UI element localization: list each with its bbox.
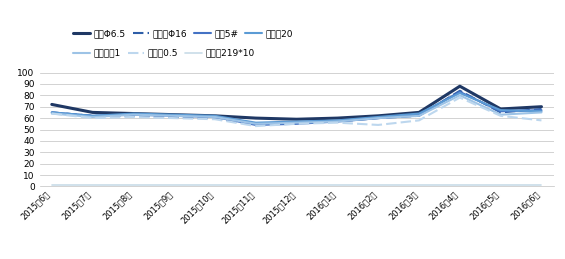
Line: 高线Φ6.5: 高线Φ6.5 <box>52 86 541 119</box>
高线Φ6.5 <box>293 118 300 121</box>
高线Φ6.5 <box>212 114 219 117</box>
螺纹钢Φ16 <box>89 114 96 117</box>
高线Φ6.5 <box>334 117 341 120</box>
镀锌板0.5 <box>334 121 341 124</box>
高线Φ6.5 <box>89 111 96 114</box>
热轧卷板1 <box>457 94 463 97</box>
螺纹钢Φ16 <box>212 117 219 120</box>
镀锌板0.5 <box>89 117 96 120</box>
无缝管219*10 <box>49 184 55 187</box>
角钢5# <box>497 110 504 113</box>
无缝管219*10 <box>130 184 137 187</box>
高线Φ6.5 <box>457 85 463 88</box>
无缝管219*10 <box>171 184 177 187</box>
热轧卷板1 <box>130 113 137 116</box>
热轧卷板1 <box>293 121 300 124</box>
无缝管219*10 <box>457 184 463 187</box>
无缝管219*10 <box>497 184 504 187</box>
无缝管219*10 <box>293 184 300 187</box>
高线Φ6.5 <box>171 113 177 116</box>
中厚板20 <box>89 114 96 117</box>
高线Φ6.5 <box>130 112 137 115</box>
Line: 螺纹钢Φ16: 螺纹钢Φ16 <box>52 91 541 125</box>
螺纹钢Φ16 <box>49 111 55 114</box>
镀锌板0.5 <box>130 116 137 119</box>
中厚板20 <box>293 120 300 123</box>
螺纹钢Φ16 <box>457 89 463 92</box>
高线Φ6.5 <box>253 117 259 120</box>
中厚板20 <box>212 114 219 117</box>
无缝管219*10 <box>89 184 96 187</box>
镀锌板0.5 <box>538 119 545 122</box>
中厚板20 <box>416 112 423 115</box>
Line: 角钢5#: 角钢5# <box>52 92 541 125</box>
角钢5# <box>334 120 341 123</box>
螺纹钢Φ16 <box>253 123 259 126</box>
中厚板20 <box>49 111 55 114</box>
高线Φ6.5 <box>49 103 55 106</box>
中厚板20 <box>130 112 137 115</box>
高线Φ6.5 <box>375 114 381 117</box>
镀锌板0.5 <box>49 112 55 115</box>
中厚板20 <box>334 119 341 122</box>
热轧卷板1 <box>538 111 545 114</box>
中厚板20 <box>375 116 381 119</box>
Line: 镀锌板0.5: 镀锌板0.5 <box>52 98 541 126</box>
镀锌板0.5 <box>171 117 177 120</box>
无缝管219*10 <box>538 184 545 187</box>
螺纹钢Φ16 <box>538 107 545 111</box>
角钢5# <box>130 113 137 116</box>
热轧卷板1 <box>89 116 96 119</box>
镀锌板0.5 <box>457 96 463 99</box>
热轧卷板1 <box>49 112 55 115</box>
无缝管219*10 <box>334 184 341 187</box>
无缝管219*10 <box>416 184 423 187</box>
螺纹钢Φ16 <box>497 111 504 114</box>
热轧卷板1 <box>497 113 504 116</box>
螺纹钢Φ16 <box>375 117 381 120</box>
中厚板20 <box>457 91 463 95</box>
高线Φ6.5 <box>416 111 423 114</box>
无缝管219*10 <box>253 184 259 187</box>
热轧卷板1 <box>253 122 259 125</box>
高线Φ6.5 <box>497 107 504 111</box>
角钢5# <box>457 90 463 93</box>
角钢5# <box>212 116 219 119</box>
热轧卷板1 <box>416 114 423 117</box>
角钢5# <box>89 114 96 117</box>
角钢5# <box>416 113 423 116</box>
热轧卷板1 <box>375 117 381 120</box>
角钢5# <box>253 123 259 126</box>
螺纹钢Φ16 <box>293 121 300 124</box>
角钢5# <box>49 111 55 114</box>
Line: 热轧卷板1: 热轧卷板1 <box>52 95 541 124</box>
中厚板20 <box>497 109 504 112</box>
中厚板20 <box>253 121 259 124</box>
热轧卷板1 <box>171 114 177 117</box>
热轧卷板1 <box>334 120 341 123</box>
中厚板20 <box>171 113 177 116</box>
螺纹钢Φ16 <box>130 114 137 117</box>
Legend: 热轧卷板1, 镀锌板0.5, 无缝管219*10: 热轧卷板1, 镀锌板0.5, 无缝管219*10 <box>69 45 258 61</box>
无缝管219*10 <box>212 184 219 187</box>
镀锌板0.5 <box>416 119 423 122</box>
镀锌板0.5 <box>293 122 300 125</box>
镀锌板0.5 <box>212 118 219 121</box>
螺纹钢Φ16 <box>334 120 341 123</box>
高线Φ6.5 <box>538 105 545 108</box>
Line: 中厚板20: 中厚板20 <box>52 93 541 123</box>
镀锌板0.5 <box>497 114 504 117</box>
镀锌板0.5 <box>375 123 381 126</box>
螺纹钢Φ16 <box>171 116 177 119</box>
角钢5# <box>538 109 545 112</box>
无缝管219*10 <box>375 184 381 187</box>
镀锌板0.5 <box>253 125 259 128</box>
热轧卷板1 <box>212 116 219 119</box>
角钢5# <box>293 122 300 125</box>
角钢5# <box>171 114 177 117</box>
角钢5# <box>375 117 381 120</box>
中厚板20 <box>538 110 545 113</box>
螺纹钢Φ16 <box>416 114 423 117</box>
